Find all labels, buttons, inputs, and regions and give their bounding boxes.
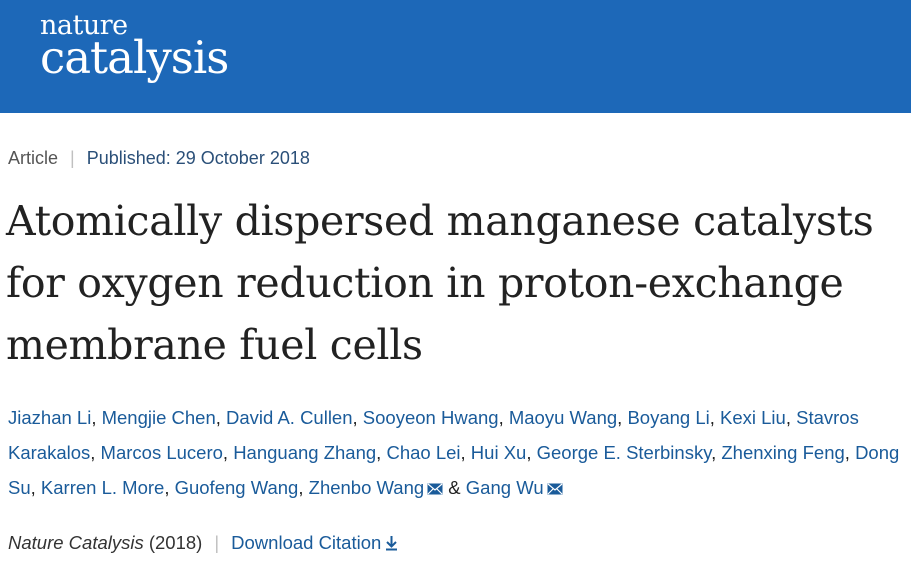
author-link[interactable]: Kexi Liu <box>720 407 786 428</box>
citation-line: Nature Catalysis (2018) | Download Citatio… <box>8 532 398 554</box>
author-link[interactable]: Hui Xu <box>470 442 527 463</box>
title-line-3: membrane fuel cells <box>6 321 423 369</box>
author-link[interactable]: Hanguang Zhang <box>233 442 377 463</box>
author-link[interactable]: Zhenxing Feng <box>721 442 845 463</box>
logo-nature: nature <box>40 10 128 41</box>
author-link[interactable]: George E. Sterbinsky <box>536 442 712 463</box>
download-citation-link[interactable]: Download Citation <box>231 532 398 553</box>
author-link[interactable]: Marcos Lucero <box>100 442 223 463</box>
author-link[interactable]: Chao Lei <box>386 442 461 463</box>
author-list: Jiazhan Li, Mengjie Chen, David A. Culle… <box>8 407 900 498</box>
site-header: nature catalysis <box>0 0 911 113</box>
author-link[interactable]: Guofeng Wang <box>174 477 299 498</box>
author-link[interactable]: Karren L. More <box>40 477 165 498</box>
author-link[interactable]: Gang Wu <box>465 477 544 498</box>
meta-separator: | <box>70 148 75 168</box>
title-line-1: Atomically dispersed manganese catalysts <box>6 197 874 245</box>
publication-year: (2018) <box>148 532 203 553</box>
published-date: Published: 29 October 2018 <box>86 148 310 168</box>
author-link[interactable]: Zhenbo Wang <box>308 477 425 498</box>
article-meta: Article | Published: 29 October 2018 <box>8 148 310 169</box>
author-link[interactable]: Mengjie Chen <box>101 407 216 428</box>
journal-logo[interactable]: nature catalysis <box>40 10 229 84</box>
download-arrow-icon <box>386 536 398 551</box>
author-link[interactable]: Jiazhan Li <box>8 407 92 428</box>
author-link[interactable]: Boyang Li <box>627 407 710 428</box>
envelope-icon[interactable] <box>547 483 563 495</box>
logo-catalysis: catalysis <box>40 31 229 84</box>
author-link[interactable]: David A. Cullen <box>226 407 353 428</box>
journal-name: Nature Catalysis <box>8 532 144 553</box>
author-link[interactable]: Sooyeon Hwang <box>362 407 499 428</box>
author-link[interactable]: Dong Su <box>8 442 900 498</box>
title-line-2: for oxygen reduction in proton-exchange <box>6 259 844 307</box>
download-citation-label: Download Citation <box>231 532 382 553</box>
footer-separator: | <box>214 532 220 553</box>
article-title: Atomically dispersed manganese catalysts… <box>6 190 906 376</box>
author-link[interactable]: Stavros Karakalos <box>8 407 859 463</box>
author-link[interactable]: Maoyu Wang <box>508 407 618 428</box>
envelope-icon[interactable] <box>427 483 443 495</box>
article-type: Article <box>8 148 59 168</box>
